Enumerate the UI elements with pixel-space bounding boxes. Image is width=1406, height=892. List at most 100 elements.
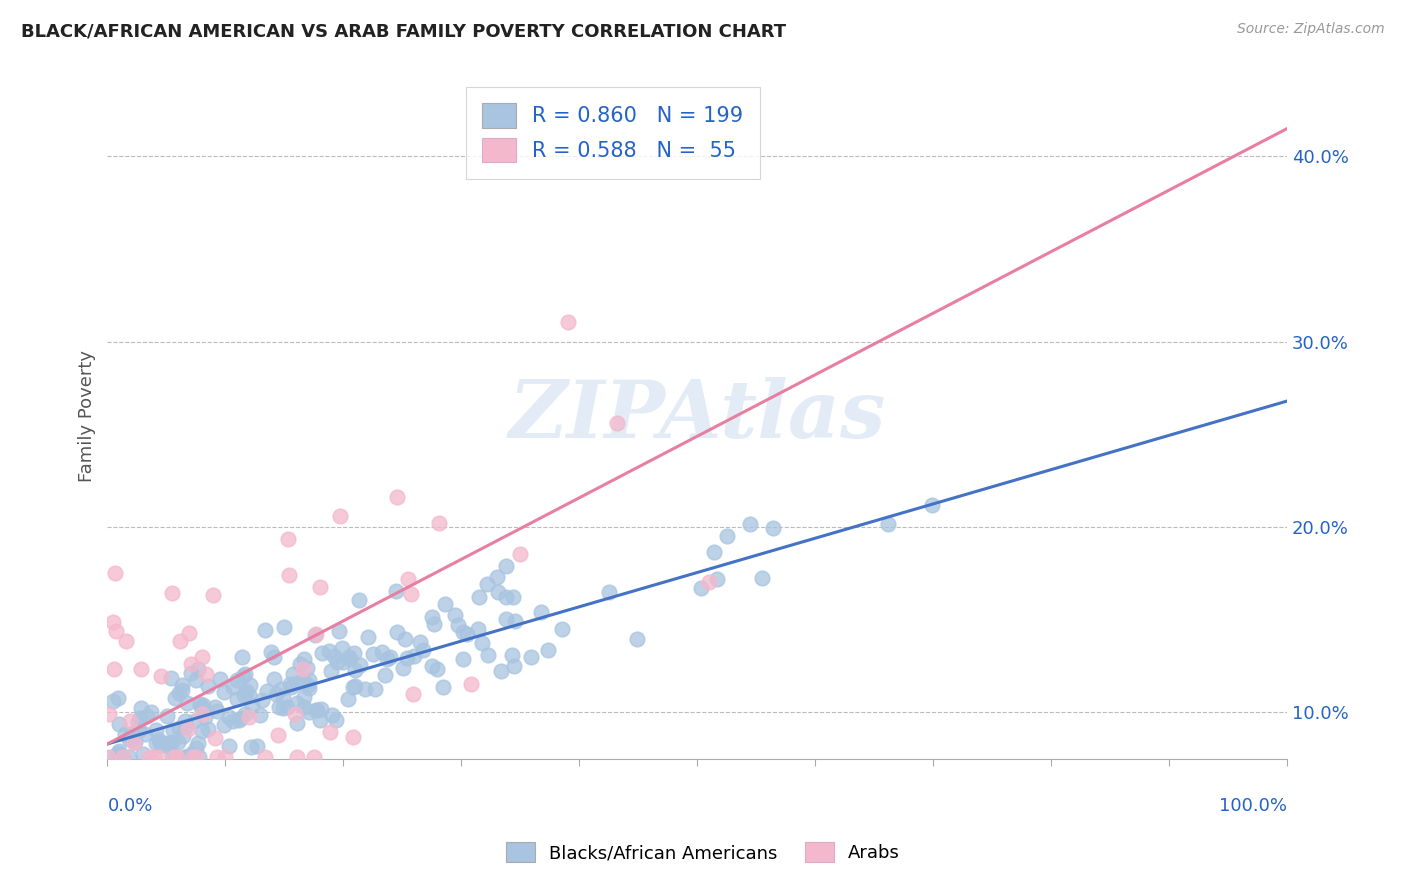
Point: [321, 707, 343, 722]
Point: [402, 648, 425, 663]
Point: [304, 628, 326, 642]
Point: [167, 735, 190, 749]
Point: [264, 687, 287, 701]
Point: [751, 571, 773, 585]
Point: [363, 681, 385, 696]
Point: [277, 532, 299, 546]
Point: [197, 679, 219, 693]
Point: [292, 700, 315, 714]
Legend: Blacks/African Americans, Arabs: Blacks/African Americans, Arabs: [499, 835, 907, 870]
Point: [183, 714, 205, 728]
Point: [447, 618, 470, 632]
Point: [191, 698, 214, 712]
Point: [339, 652, 361, 666]
Point: [325, 713, 347, 727]
Point: [551, 622, 574, 636]
Point: [118, 750, 141, 764]
Point: [194, 710, 217, 724]
Point: [169, 633, 191, 648]
Point: [145, 736, 167, 750]
Point: [503, 615, 526, 629]
Point: [322, 648, 344, 663]
Point: [385, 584, 408, 599]
Point: [174, 750, 197, 764]
Point: [231, 711, 253, 725]
Point: [427, 516, 450, 530]
Point: [114, 634, 136, 648]
Point: [467, 622, 489, 636]
Point: [249, 708, 271, 723]
Point: [146, 750, 169, 764]
Point: [309, 713, 332, 727]
Point: [337, 691, 360, 706]
Point: [180, 747, 202, 761]
Point: [738, 516, 761, 531]
Point: [191, 650, 214, 665]
Point: [239, 678, 262, 692]
Point: [129, 700, 152, 714]
Point: [131, 662, 153, 676]
Point: [468, 590, 491, 604]
Point: [160, 735, 183, 749]
Point: [127, 714, 149, 729]
Point: [101, 750, 124, 764]
Point: [706, 572, 728, 586]
Point: [557, 315, 579, 329]
Point: [107, 691, 129, 706]
Point: [477, 648, 499, 662]
Point: [520, 650, 543, 665]
Point: [197, 723, 219, 737]
Point: [103, 566, 125, 580]
Point: [187, 663, 209, 677]
Point: [225, 673, 247, 688]
Point: [453, 625, 475, 640]
Point: [396, 572, 419, 586]
Point: [120, 714, 142, 728]
Point: [361, 647, 384, 661]
Point: [426, 662, 449, 676]
Point: [174, 750, 197, 764]
Point: [399, 587, 422, 601]
Text: BLACK/AFRICAN AMERICAN VS ARAB FAMILY POVERTY CORRELATION CHART: BLACK/AFRICAN AMERICAN VS ARAB FAMILY PO…: [21, 22, 786, 40]
Point: [150, 738, 173, 752]
Point: [444, 607, 467, 622]
Point: [176, 722, 198, 736]
Point: [318, 644, 340, 658]
Point: [162, 723, 184, 737]
Point: [690, 581, 713, 595]
Point: [297, 678, 319, 692]
Point: [184, 750, 207, 764]
Point: [606, 416, 628, 430]
Point: [235, 686, 257, 700]
Point: [204, 700, 226, 714]
Point: [149, 736, 172, 750]
Point: [392, 661, 415, 675]
Point: [378, 650, 401, 665]
Point: [166, 750, 188, 764]
Point: [205, 750, 228, 764]
Point: [471, 635, 494, 649]
Point: [120, 727, 142, 741]
Point: [145, 723, 167, 738]
Point: [295, 661, 318, 675]
Text: 0.0%: 0.0%: [107, 797, 153, 814]
Point: [489, 665, 512, 679]
Point: [218, 710, 240, 724]
Point: [118, 731, 141, 746]
Point: [420, 610, 443, 624]
Point: [142, 750, 165, 764]
Point: [256, 684, 278, 698]
Point: [475, 577, 498, 591]
Point: [238, 709, 260, 723]
Point: [703, 545, 725, 559]
Point: [263, 672, 285, 686]
Point: [342, 680, 364, 694]
Point: [292, 690, 315, 704]
Point: [486, 585, 509, 599]
Point: [214, 750, 236, 764]
Point: [160, 671, 183, 685]
Point: [326, 655, 349, 669]
Point: [276, 699, 298, 714]
Point: [159, 736, 181, 750]
Point: [283, 667, 305, 681]
